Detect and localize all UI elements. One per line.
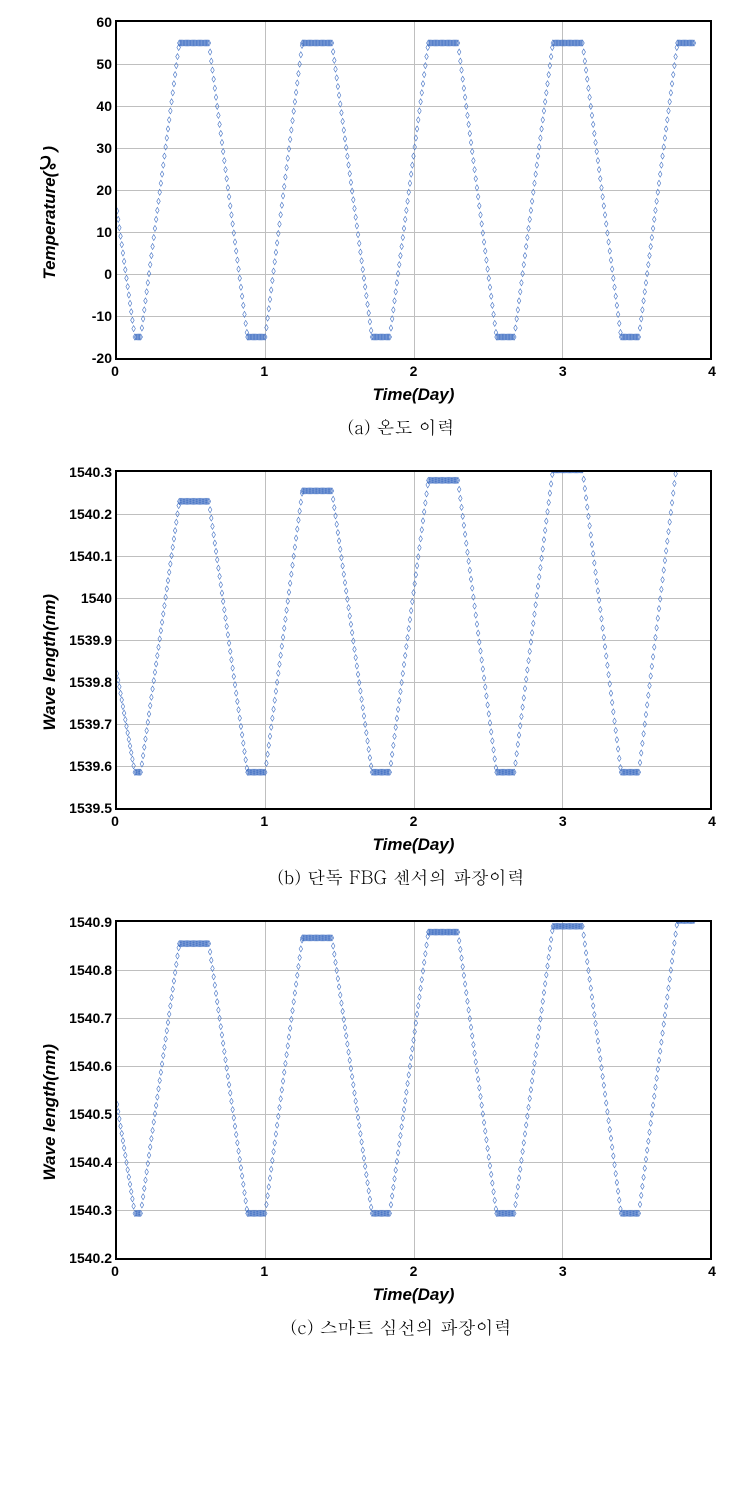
x-tick-label: 2: [410, 363, 418, 379]
x-tick-label: 3: [559, 363, 567, 379]
y-tick-label: 1540.4: [67, 1154, 112, 1170]
x-tick-label: 4: [708, 1263, 716, 1279]
y-tick-label: 50: [67, 56, 112, 72]
chart-b: Wave length(nm)1539.51539.61539.71539.81…: [40, 470, 712, 890]
plot-area: 1540.21540.31540.41540.51540.61540.71540…: [115, 920, 712, 1260]
x-tick-label: 2: [410, 813, 418, 829]
x-axis-label: Time(Day): [115, 385, 712, 405]
y-tick-label: 1539.6: [67, 758, 112, 774]
y-tick-label: 1539.7: [67, 716, 112, 732]
y-tick-label: 1540.7: [67, 1010, 112, 1026]
y-tick-label: 40: [67, 98, 112, 114]
x-tick-label: 4: [708, 363, 716, 379]
x-tick-label: 0: [111, 1263, 119, 1279]
x-tick-label: 1: [260, 1263, 268, 1279]
chart-caption: (b) 단독 FBG 센서의 파장이력: [90, 865, 712, 890]
data-series: [117, 922, 710, 1258]
y-tick-label: 10: [67, 224, 112, 240]
y-tick-label: -10: [67, 308, 112, 324]
y-tick-label: 1540.8: [67, 962, 112, 978]
x-axis-label: Time(Day): [115, 835, 712, 855]
plot-area: 1539.51539.61539.71539.81539.915401540.1…: [115, 470, 712, 810]
y-axis-label: Temperature(℃): [40, 146, 60, 280]
y-tick-label: 60: [67, 14, 112, 30]
y-axis-label: Wave length(nm): [40, 1044, 60, 1181]
chart-a: Temperature(℃)-20-10010203040506001234Ti…: [40, 20, 712, 440]
data-series: [117, 22, 710, 358]
y-tick-label: 1540.2: [67, 506, 112, 522]
x-tick-label: 0: [111, 813, 119, 829]
data-series: [117, 472, 710, 808]
x-tick-label: 1: [260, 813, 268, 829]
x-tick-label: 2: [410, 1263, 418, 1279]
y-tick-label: 1540.9: [67, 914, 112, 930]
y-tick-label: 1540.3: [67, 1202, 112, 1218]
y-tick-label: 30: [67, 140, 112, 156]
y-tick-label: 1540: [67, 590, 112, 606]
x-tick-label: 3: [559, 813, 567, 829]
y-tick-label: 1540.3: [67, 464, 112, 480]
chart-c: Wave length(nm)1540.21540.31540.41540.51…: [40, 920, 712, 1340]
y-tick-label: -20: [67, 350, 112, 366]
y-tick-label: 20: [67, 182, 112, 198]
y-tick-label: 1539.9: [67, 632, 112, 648]
y-axis-label: Wave length(nm): [40, 594, 60, 731]
y-tick-label: 1540.1: [67, 548, 112, 564]
chart-caption: (a) 온도 이력: [90, 415, 712, 440]
x-tick-label: 4: [708, 813, 716, 829]
x-tick-label: 3: [559, 1263, 567, 1279]
y-tick-label: 1540.6: [67, 1058, 112, 1074]
x-tick-label: 0: [111, 363, 119, 379]
y-tick-label: 1539.8: [67, 674, 112, 690]
y-tick-label: 1539.5: [67, 800, 112, 816]
x-axis-label: Time(Day): [115, 1285, 712, 1305]
chart-caption: (c) 스마트 심선의 파장이력: [90, 1315, 712, 1340]
y-tick-label: 1540.5: [67, 1106, 112, 1122]
plot-area: -20-100102030405060: [115, 20, 712, 360]
y-tick-label: 1540.2: [67, 1250, 112, 1266]
x-tick-label: 1: [260, 363, 268, 379]
y-tick-label: 0: [67, 266, 112, 282]
